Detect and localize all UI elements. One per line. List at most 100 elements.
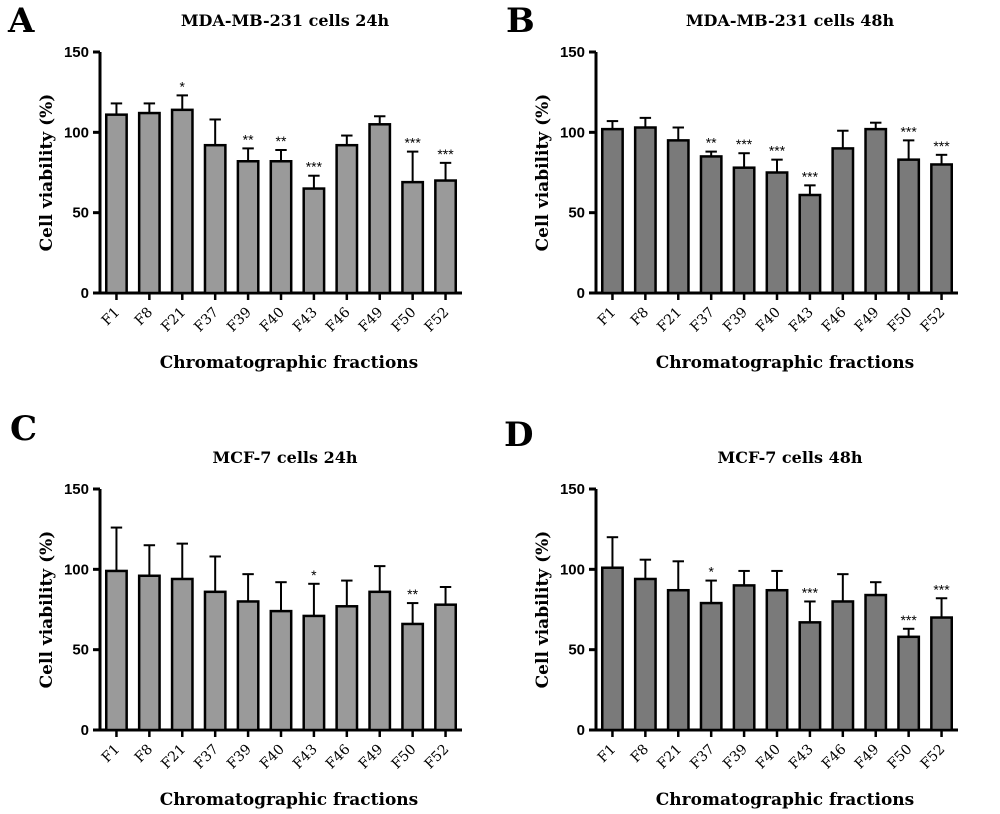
x-tick-label: F46 [819, 741, 850, 772]
bar-f39 [236, 160, 260, 295]
x-tick-label: F43 [786, 305, 817, 336]
bar-f39 [732, 166, 756, 295]
x-axis-label: Chromatographic fractions [160, 790, 418, 810]
y-tick-label: 0 [577, 722, 585, 739]
x-tick-label: F40 [257, 742, 288, 773]
bar-f46 [335, 143, 359, 295]
bar-f8 [137, 111, 161, 295]
x-tick-label: F1 [99, 742, 123, 766]
x-tick-label: F40 [257, 305, 288, 336]
panel-letter: A [7, 1, 35, 41]
x-tick-label: F21 [654, 742, 685, 773]
y-tick-label: 50 [72, 642, 89, 659]
x-tick-label: F40 [753, 742, 784, 773]
bar-f50 [401, 622, 425, 732]
x-tick-label: F37 [687, 742, 718, 773]
x-tick-label: F46 [819, 304, 850, 335]
y-tick-label: 100 [64, 124, 89, 141]
y-axis-label: Cell viability (%) [533, 531, 553, 689]
x-tick-label: F37 [191, 742, 222, 773]
x-tick-label: F52 [918, 305, 949, 336]
x-tick-label: F49 [356, 305, 387, 336]
chart-title: MCF-7 cells 24h [213, 448, 358, 467]
chart-panel-c: C MCF-7 cells 24h Cell viability (%) 0 50 100… [10, 409, 462, 810]
bar-f21 [666, 139, 690, 295]
bar-f37 [203, 143, 227, 295]
significance-marker: *** [769, 143, 786, 159]
y-tick-label: 0 [577, 285, 585, 302]
bar-f49 [368, 123, 392, 295]
bar-f52 [930, 616, 953, 732]
x-tick-label: F1 [99, 305, 123, 329]
significance-marker: ** [407, 586, 418, 602]
bar-f43 [302, 187, 326, 295]
bar-f49 [864, 127, 888, 295]
bar-f50 [897, 158, 921, 295]
bar-f8 [633, 577, 657, 732]
significance-marker: *** [900, 123, 917, 139]
y-tick-label: 100 [64, 561, 89, 578]
significance-marker: *** [736, 136, 753, 152]
x-tick-label: F43 [290, 742, 321, 773]
y-tick-label: 150 [64, 481, 89, 498]
bar-f46 [831, 147, 855, 295]
bar-f40 [269, 160, 293, 295]
x-tick-label: F50 [885, 742, 916, 773]
bar-f21 [170, 577, 194, 732]
y-tick-label: 50 [72, 205, 89, 222]
significance-marker: ** [243, 131, 254, 147]
x-tick-label: F40 [753, 305, 784, 336]
bar-f8 [633, 126, 657, 295]
significance-marker: *** [933, 138, 950, 154]
x-tick-label: F43 [786, 742, 817, 773]
significance-marker: *** [802, 584, 819, 600]
x-axis-label: Chromatographic fractions [656, 790, 914, 810]
bar-f43 [798, 193, 822, 295]
significance-marker: *** [437, 146, 454, 162]
x-tick-label: F8 [132, 742, 156, 766]
panel-letter: B [506, 1, 535, 41]
x-tick-label: F39 [224, 305, 255, 336]
y-tick-label: 0 [81, 285, 89, 302]
significance-marker: *** [933, 581, 950, 597]
y-tick-label: 50 [568, 205, 585, 222]
bar-f49 [368, 590, 392, 732]
x-tick-label: F52 [422, 305, 453, 336]
x-tick-label: F49 [852, 305, 883, 336]
bar-f46 [335, 605, 359, 732]
significance-marker: ** [276, 133, 287, 149]
x-tick-label: F8 [132, 305, 156, 329]
x-tick-label: F52 [422, 742, 453, 773]
y-tick-label: 150 [560, 44, 585, 61]
bar-f49 [864, 593, 888, 732]
bar-f52 [434, 603, 457, 732]
y-tick-label: 100 [560, 561, 585, 578]
x-tick-label: F46 [323, 304, 354, 335]
bar-f40 [765, 171, 789, 295]
x-tick-label: F43 [290, 305, 321, 336]
y-tick-label: 150 [560, 481, 585, 498]
x-axis-label: Chromatographic fractions [160, 353, 418, 373]
bar-f52 [930, 163, 953, 295]
chart-panel-a: A MDA-MB-231 cells 24h Cell viability (%) 0… [7, 1, 462, 373]
bar-f43 [798, 621, 822, 732]
y-tick-label: 100 [560, 124, 585, 141]
bar-f1 [601, 566, 624, 732]
significance-marker: * [180, 78, 186, 94]
x-tick-label: F39 [720, 305, 751, 336]
significance-marker: * [708, 564, 714, 580]
x-tick-label: F50 [885, 305, 916, 336]
x-tick-label: F46 [323, 741, 354, 772]
bar-f37 [203, 590, 227, 732]
x-tick-label: F37 [687, 305, 718, 336]
y-axis-label: Cell viability (%) [37, 94, 57, 252]
significance-marker: *** [404, 135, 421, 151]
y-tick-label: 0 [81, 722, 89, 739]
bar-f21 [170, 108, 194, 295]
significance-marker: *** [900, 612, 917, 628]
bar-f39 [732, 584, 756, 732]
x-tick-label: F21 [654, 305, 685, 336]
x-tick-label: F8 [628, 742, 652, 766]
